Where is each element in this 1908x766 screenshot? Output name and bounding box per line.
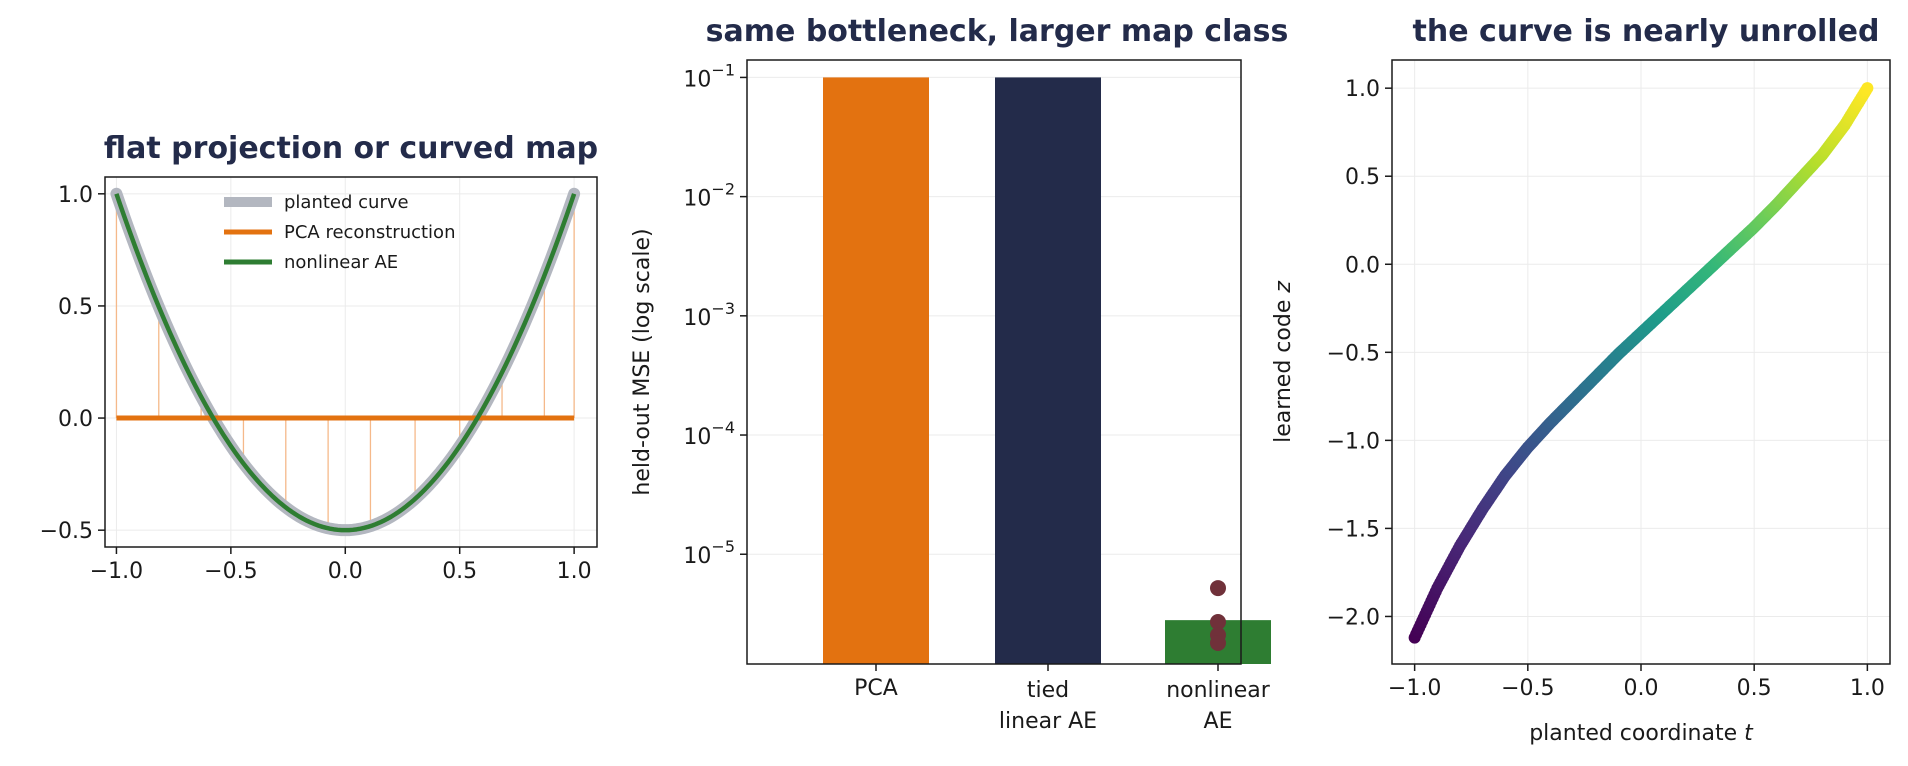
tick-base: 10: [683, 425, 711, 450]
y-tick-label: 1.0: [58, 183, 93, 208]
chart-title: flat projection or curved map: [104, 131, 598, 166]
y-tick-label: −2.0: [1327, 605, 1380, 630]
tick-exponent: −2: [711, 180, 735, 199]
series-nonlinear-ae: [114, 193, 577, 533]
chart-title: same bottleneck, larger map class: [706, 14, 1289, 49]
x-tick-label: 0.5: [442, 559, 477, 584]
x-tick-label: 1.0: [557, 559, 592, 584]
tick-exponent: −3: [711, 299, 735, 318]
panel-1-projection: −1.0 −0.5 0.0 0.5 1.0 −0.5 0.0 0.5 1.0 flat proje…: [40, 131, 599, 584]
tick-base: 10: [683, 187, 711, 212]
y-tick-label: 0.5: [58, 295, 93, 320]
y-axis-label-space: [1271, 293, 1296, 300]
y-tick-label: 10−2: [683, 180, 735, 212]
x-tick-label: 1.0: [1850, 676, 1885, 701]
y-tick-label: 1.0: [1345, 77, 1380, 102]
panel-3-code: −1.0 −0.5 0.0 0.5 1.0 1.0 0.5 0.0 −0.5 −1.0 −1.5 −2…: [1271, 14, 1891, 746]
x-tick-label: −1.0: [1388, 676, 1441, 701]
x-tick-label: −1.0: [90, 559, 143, 584]
x-tick-label: 0.0: [328, 559, 363, 584]
seed-point: [1210, 580, 1226, 597]
x-tick-label: PCA: [854, 676, 898, 701]
x-tick-label: linear AE: [999, 709, 1097, 734]
x-axis-label-var: t: [1744, 721, 1754, 746]
tick-exponent: −1: [711, 60, 735, 79]
legend: planted curve PCA reconstruction nonlinear…: [224, 192, 455, 273]
y-tick-label: −0.5: [40, 519, 93, 544]
y-tick-label: 10−4: [683, 418, 735, 450]
legend-label: planted curve: [284, 192, 409, 213]
tick-base: 10: [683, 544, 711, 569]
seed-point: [1210, 635, 1226, 652]
x-tick-label: tied: [1027, 678, 1069, 703]
x-tick-label: AE: [1204, 709, 1233, 734]
x-axis-label: planted coordinate t: [1529, 721, 1754, 746]
tick-base: 10: [683, 67, 711, 92]
y-tick-label: 0.0: [58, 407, 93, 432]
x-tick-label: −0.5: [1501, 676, 1554, 701]
x-tick-label: nonlinear: [1166, 678, 1271, 703]
chart-title: the curve is nearly unrolled: [1413, 14, 1880, 49]
axes-frame: [746, 59, 1242, 665]
x-tick-label: 0.0: [1624, 676, 1659, 701]
x-axis-label-space: [1737, 721, 1744, 746]
y-axis-label: learned code z: [1271, 281, 1296, 443]
y-axis-label: held-out MSE (log scale): [630, 228, 655, 495]
legend-label: PCA reconstruction: [284, 222, 455, 243]
tick-base: 10: [683, 306, 711, 331]
plot-area: [747, 60, 1241, 664]
legend-label: nonlinear AE: [284, 252, 398, 273]
x-axis-label-text: planted coordinate: [1529, 721, 1737, 746]
y-tick-label: 10−5: [683, 537, 735, 569]
y-tick-label: 0.5: [1345, 165, 1380, 190]
code-point: [1861, 82, 1874, 95]
y-tick-label: −0.5: [1327, 341, 1380, 366]
bar: [995, 77, 1101, 664]
axes-frame: [104, 176, 598, 548]
y-axis-label-text: learned code: [1271, 300, 1296, 443]
y-axis-label-var: z: [1271, 281, 1296, 294]
seed-point: [1210, 614, 1226, 631]
tick-exponent: −4: [711, 418, 735, 437]
y-tick-label: 10−3: [683, 299, 735, 331]
y-tick-label: −1.0: [1327, 429, 1380, 454]
y-tick-label: 10−1: [683, 60, 735, 92]
tick-exponent: −5: [711, 537, 735, 556]
bar: [823, 77, 929, 664]
y-tick-label: −1.5: [1327, 517, 1380, 542]
x-tick-label: 0.5: [1737, 676, 1772, 701]
y-tick-label: 0.0: [1345, 253, 1380, 278]
x-tick-label: −0.5: [204, 559, 257, 584]
